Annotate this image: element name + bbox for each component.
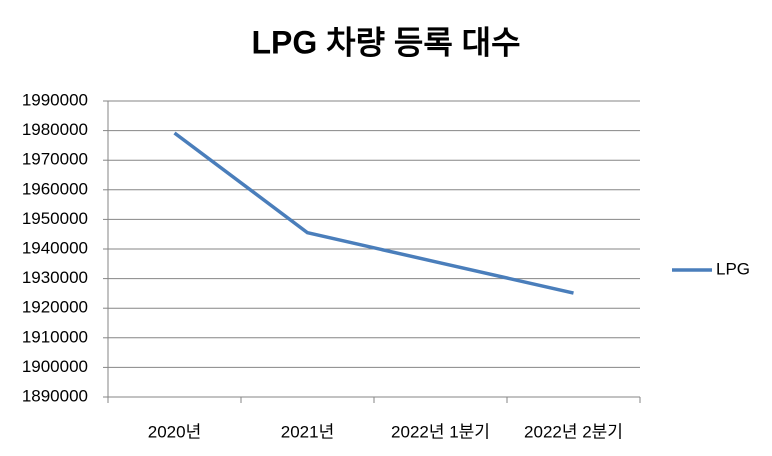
- y-tick-label: 1890000: [22, 386, 88, 405]
- y-tick-label: 1900000: [22, 357, 88, 376]
- y-tick-label: 1980000: [22, 120, 88, 139]
- data-line: [173, 131, 574, 295]
- y-tick-label: 1950000: [22, 209, 88, 228]
- y-tick-label: 1990000: [22, 90, 88, 109]
- legend-label: LPG: [716, 259, 750, 278]
- x-tick-label: 2022년 2분기: [524, 422, 623, 441]
- y-tick-label: 1960000: [22, 179, 88, 198]
- y-tick-label: 1910000: [22, 327, 88, 346]
- x-tick-label: 2022년 1분기: [391, 422, 490, 441]
- y-tick-label: 1930000: [22, 268, 88, 287]
- y-tick-label: 1970000: [22, 150, 88, 169]
- y-tick-label: 1920000: [22, 298, 88, 317]
- x-tick-label: 2021년: [281, 422, 334, 441]
- y-tick-label: 1940000: [22, 238, 88, 257]
- x-tick-label: 2020년: [148, 422, 201, 441]
- chart-title: LPG 차량 등록 대수: [251, 24, 520, 60]
